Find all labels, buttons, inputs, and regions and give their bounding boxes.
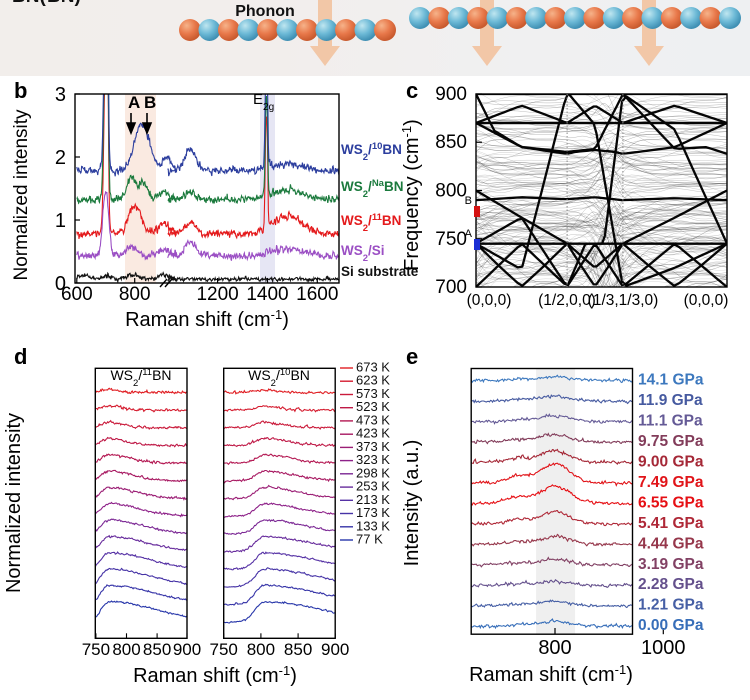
svg-text:9.75 GPa: 9.75 GPa bbox=[638, 433, 704, 450]
svg-text:0.00 GPa: 0.00 GPa bbox=[638, 617, 704, 634]
svg-text:11.1 GPa: 11.1 GPa bbox=[638, 412, 703, 429]
svg-text:1000: 1000 bbox=[641, 637, 686, 659]
svg-text:3.19 GPa: 3.19 GPa bbox=[638, 556, 704, 573]
svg-text:6.55 GPa: 6.55 GPa bbox=[638, 494, 704, 511]
svg-text:4.44 GPa: 4.44 GPa bbox=[638, 535, 704, 552]
svg-text:Intensity (a.u.): Intensity (a.u.) bbox=[401, 440, 423, 567]
svg-text:Raman shift (cm-1): Raman shift (cm-1) bbox=[469, 662, 633, 687]
svg-text:5.41 GPa: 5.41 GPa bbox=[638, 515, 704, 532]
svg-text:7.49 GPa: 7.49 GPa bbox=[638, 474, 704, 491]
svg-text:2.28 GPa: 2.28 GPa bbox=[638, 576, 704, 593]
svg-text:9.00 GPa: 9.00 GPa bbox=[638, 453, 704, 470]
svg-text:1.21 GPa: 1.21 GPa bbox=[638, 597, 704, 614]
svg-text:11.9 GPa: 11.9 GPa bbox=[638, 392, 703, 409]
svg-text:800: 800 bbox=[538, 637, 571, 659]
svg-text:14.1 GPa: 14.1 GPa bbox=[638, 372, 704, 389]
